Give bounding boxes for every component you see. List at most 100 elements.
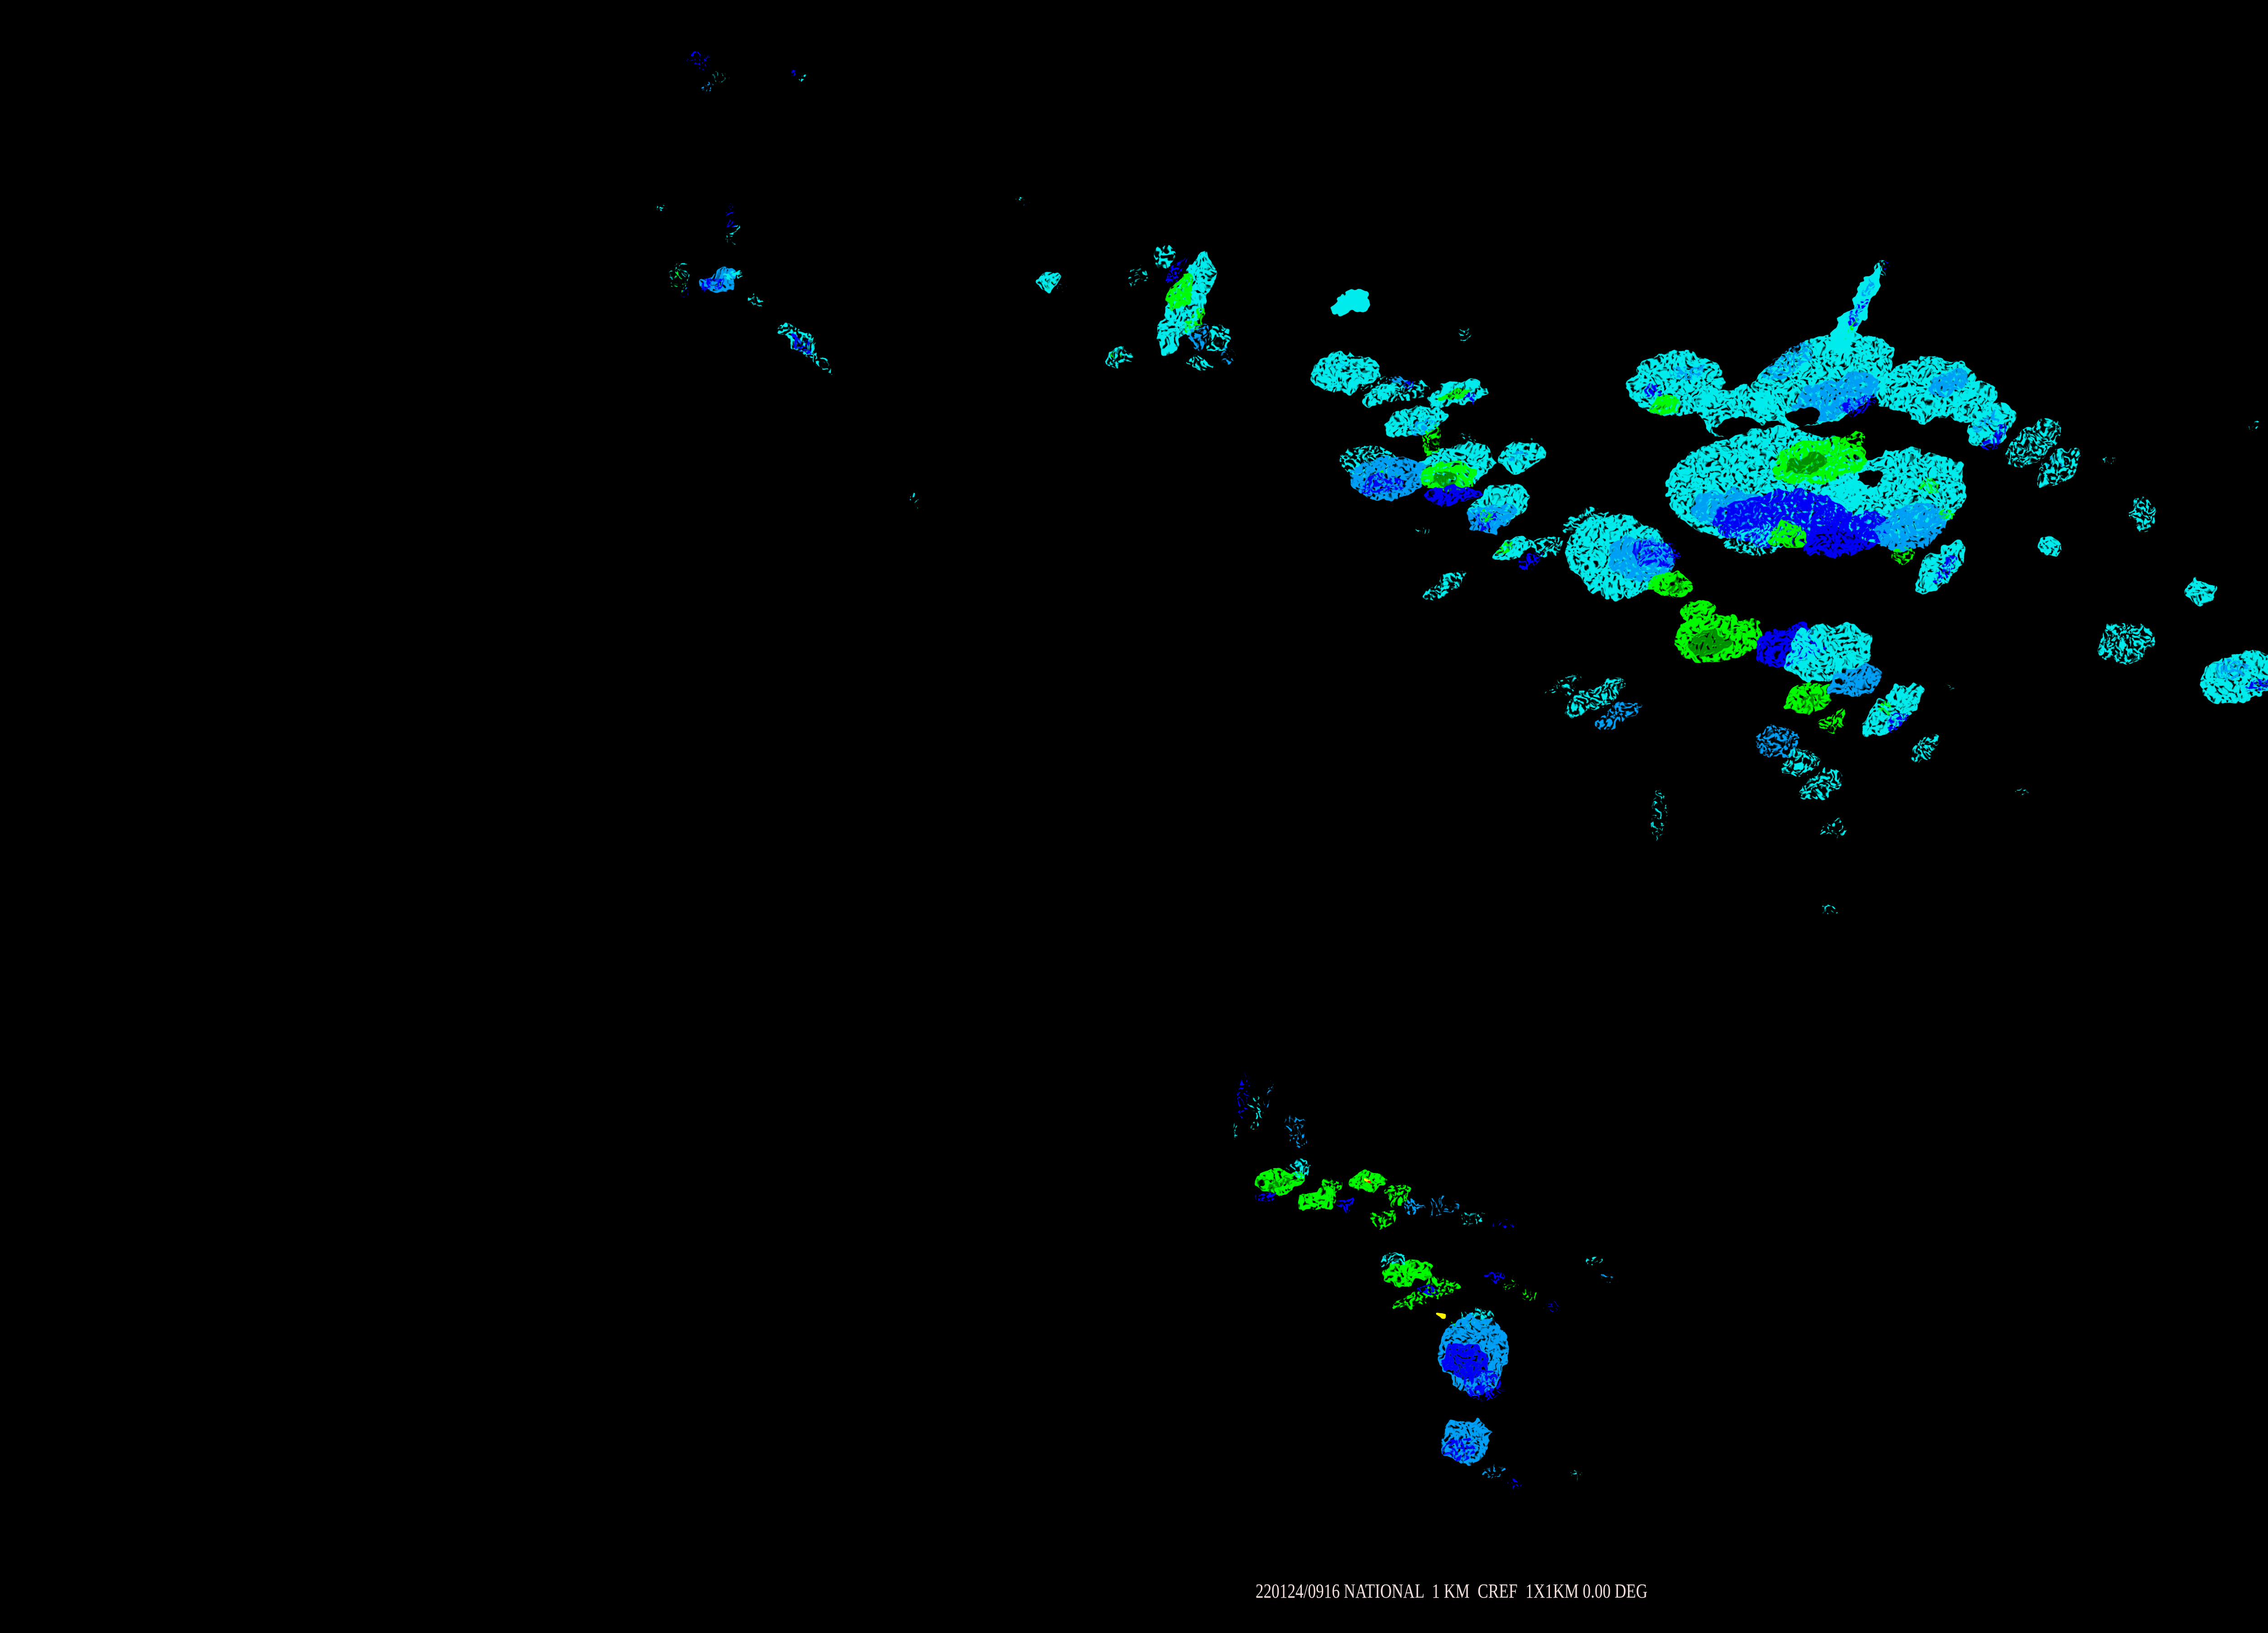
radar-echo [1877,700,1893,715]
radar-echo [1820,905,1839,917]
radar-echo [1651,788,1667,841]
radar-echo [1911,733,1941,763]
radar-echoes [655,50,2268,1489]
radar-echo [713,72,728,83]
radar-echo [1457,1210,1487,1226]
radar-echo [1679,599,1713,622]
radar-echo [1458,322,1471,344]
radar-echo [1129,265,1145,287]
radar-echo [2037,537,2063,560]
radar-echo [2213,659,2249,678]
radar-echo [1422,426,1441,455]
radar-echo [1026,203,1033,211]
radar-echo [677,283,689,294]
radar-echo [1444,390,1459,398]
radar-echo [1427,484,1483,504]
radar-echo [2248,677,2268,693]
radar-echo [1584,1255,1600,1266]
radar-echo [1485,1270,1507,1285]
radar-echo [1931,557,1957,583]
radar-echo [655,203,667,211]
radar-echo [2103,455,2118,467]
radar-echo [1789,405,1822,425]
radar-echo [1233,1122,1241,1141]
radar-echo [1564,507,1605,537]
radar-echo [1188,359,1211,371]
radar-echo [1220,346,1236,365]
radar-echo [1820,820,1846,839]
radar-echo [1938,509,1957,520]
radar-echo [1324,359,1350,371]
radar-echo [1109,352,1120,360]
radar-echo [1189,321,1210,349]
radar-echo [2018,788,2029,797]
radar-echo [1930,370,1969,397]
radar-echo [1644,385,1663,396]
radar-echo [1837,432,1866,450]
radar-echo [1875,504,1947,552]
radar-echo [1264,1081,1272,1111]
radar-echo [1334,1198,1354,1209]
radar-echo [1464,394,1480,402]
radar-echo [1533,535,1563,557]
radar-echo [1464,1370,1502,1400]
radar-echo [1414,1283,1437,1295]
radar-echo [1942,681,1954,689]
radar-echo [1918,478,1941,493]
radar-echo [1982,427,2006,450]
radar-echo [909,496,920,504]
radar-echo [1383,1184,1413,1204]
radar-echo [1887,710,1912,733]
radar-echo [1635,540,1680,567]
radar-echo [1401,1199,1424,1215]
radar-echo [796,74,807,82]
radar-echo [1501,1277,1520,1289]
radar-echo [1755,724,1800,758]
radar-echo [1053,285,1065,293]
radar-echo [1369,1179,1374,1183]
radar-echo [1320,1178,1346,1195]
radar-echo [1857,470,1883,485]
radar-echo [1763,343,1814,382]
radar-echo [1666,583,1685,595]
radar-echo [1266,1179,1289,1191]
radar-echo [1395,1292,1431,1311]
radar-echo [1157,248,1173,267]
radar-echo [1479,511,1494,523]
radar-echo [1781,749,1818,777]
radar-echo [1285,1116,1307,1150]
radar-echo [1042,279,1054,287]
radar-echo [1862,684,1923,738]
radar-echo [1849,296,1868,326]
radar-echo [1672,363,1705,381]
radar-echo [1875,263,1887,278]
radar-echo [1481,1464,1504,1480]
radar-echo [1544,1301,1559,1313]
radar-echo [729,224,737,246]
radar-echo [1768,522,1809,548]
radar-echo [1787,455,1828,474]
radar-echo [1549,675,1584,695]
radar-echo [2004,420,2061,469]
radar-echo [1518,551,1545,571]
radar-echo [1363,381,1400,407]
radar-echo [748,294,763,306]
radar-echo [1449,1322,1461,1330]
radar-echo [2249,420,2261,432]
radar-echo [1433,472,1459,487]
radar-echo [1237,1074,1251,1118]
radar-echo [1601,1274,1613,1281]
radar-echo [1372,1210,1398,1227]
radar-echo [1653,403,1668,411]
radar-echo [1426,569,1466,601]
radar-echo [702,277,724,289]
radar-echo [1414,526,1433,533]
radar-echo [812,353,832,373]
radar-echo [1883,259,1891,267]
radar-echo [1250,1094,1261,1131]
radar-echo [1455,433,1477,445]
radar-echo [1818,712,1848,733]
radar-echo [698,81,713,93]
radar-echo [1566,680,1626,717]
